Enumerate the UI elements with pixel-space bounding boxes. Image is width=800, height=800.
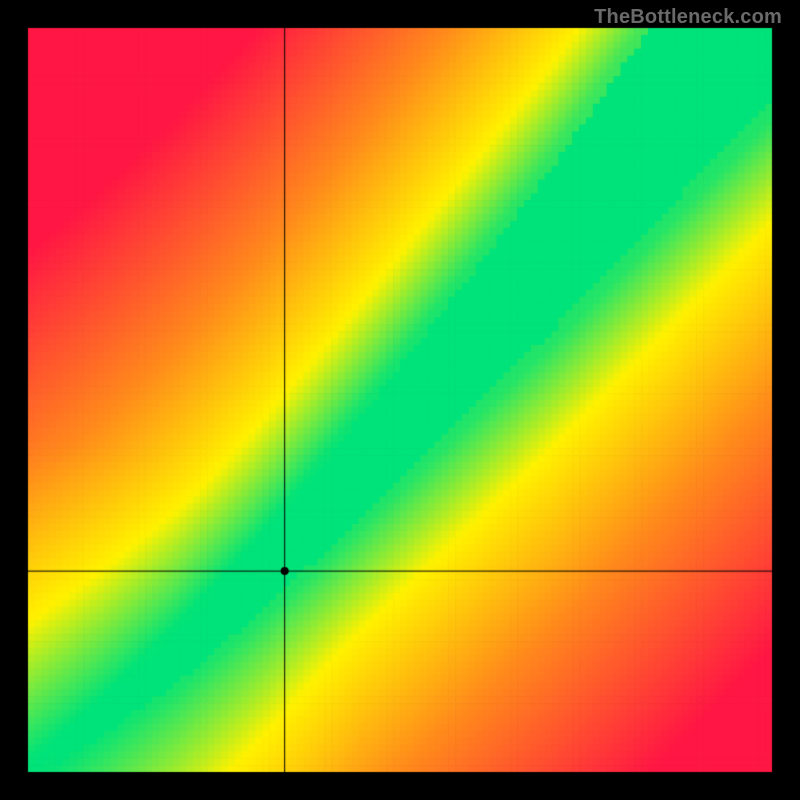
watermark-text: TheBottleneck.com xyxy=(594,6,782,29)
chart-stage: TheBottleneck.com xyxy=(0,0,800,800)
bottleneck-heatmap xyxy=(0,0,800,800)
